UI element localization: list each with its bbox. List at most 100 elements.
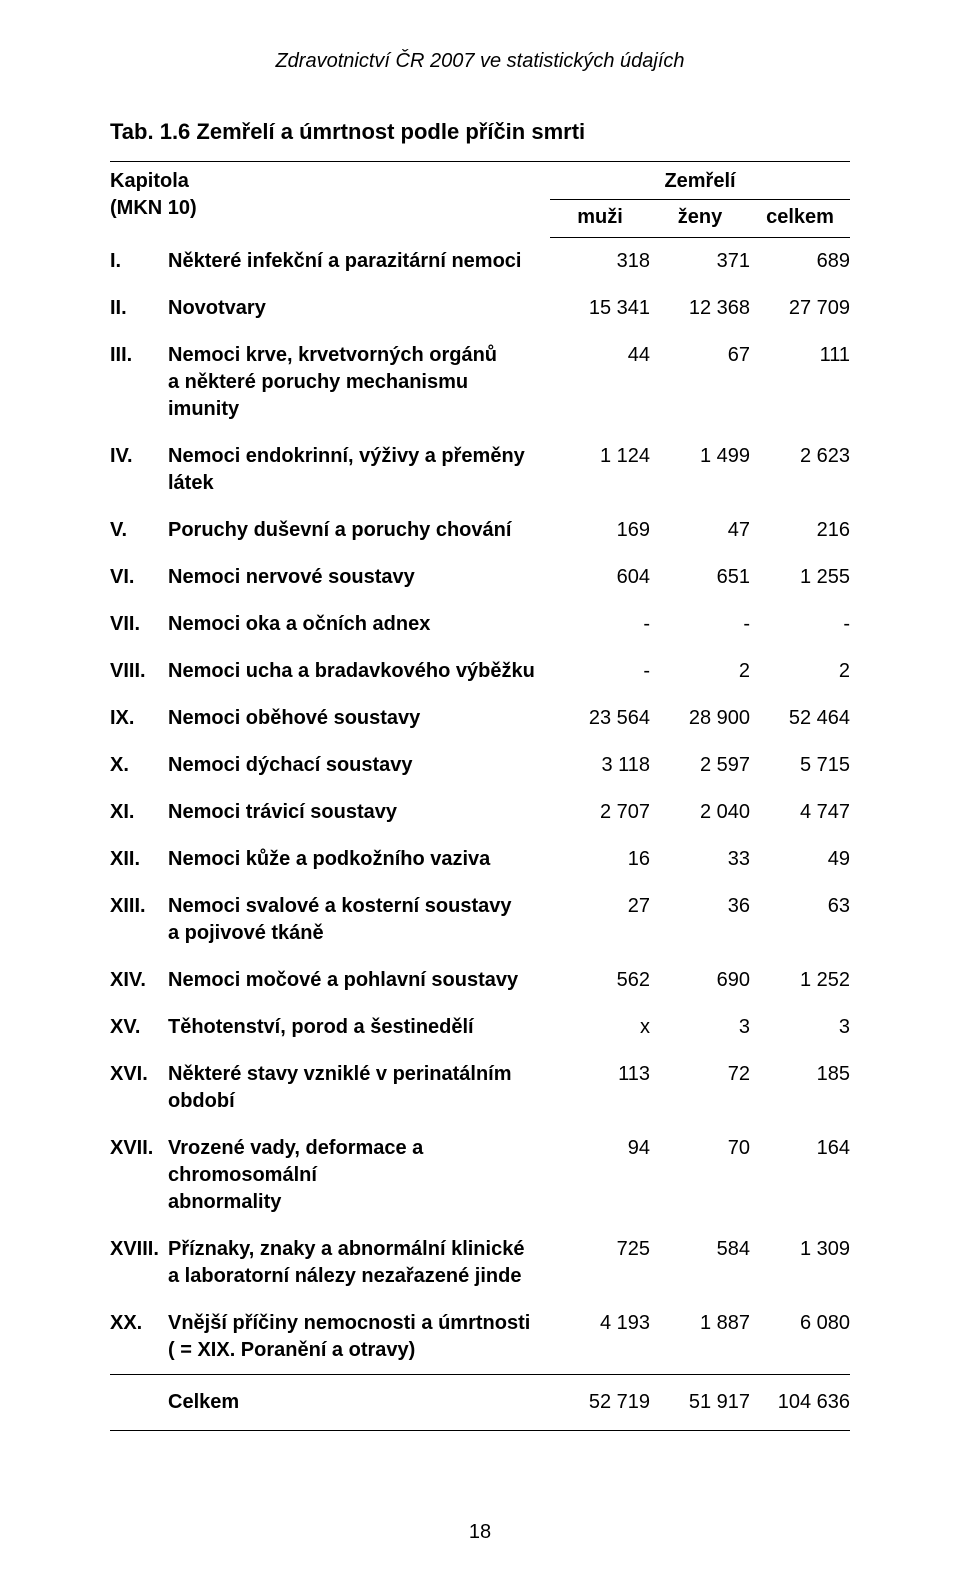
row-c: 1 309 — [750, 1226, 850, 1300]
row-z: 1 887 — [650, 1300, 750, 1375]
mortality-table: Kapitola (MKN 10) Zemřelí muži ženy celk… — [110, 161, 850, 1431]
row-m: - — [550, 601, 650, 648]
table-header-row-1: Kapitola (MKN 10) Zemřelí — [110, 162, 850, 200]
total-celkem: 104 636 — [750, 1375, 850, 1431]
row-name: Některé infekční a parazitární nemoci — [168, 238, 550, 286]
row-roman: XVI. — [110, 1051, 168, 1125]
row-m: 94 — [550, 1125, 650, 1226]
row-roman: VI. — [110, 554, 168, 601]
row-m: 4 193 — [550, 1300, 650, 1375]
row-z: 2 597 — [650, 742, 750, 789]
row-c: 27 709 — [750, 285, 850, 332]
row-z: 36 — [650, 883, 750, 957]
row-m: 16 — [550, 836, 650, 883]
row-z: 584 — [650, 1226, 750, 1300]
row-z: 1 499 — [650, 433, 750, 507]
total-muzi: 52 719 — [550, 1375, 650, 1431]
row-m: 3 118 — [550, 742, 650, 789]
table-row: VI.Nemoci nervové soustavy6046511 255 — [110, 554, 850, 601]
row-name: Nemoci krve, krvetvorných orgánů a někte… — [168, 332, 550, 433]
row-name: Některé stavy vzniklé v perinatálním obd… — [168, 1051, 550, 1125]
row-name: Nemoci ucha a bradavkového výběžku — [168, 648, 550, 695]
table-row: XII.Nemoci kůže a podkožního vaziva16334… — [110, 836, 850, 883]
row-m: 44 — [550, 332, 650, 433]
row-m: 169 — [550, 507, 650, 554]
row-m: 318 — [550, 238, 650, 286]
table-row: XVI.Některé stavy vzniklé v perinatálním… — [110, 1051, 850, 1125]
row-roman: IX. — [110, 695, 168, 742]
table-row: X.Nemoci dýchací soustavy3 1182 5975 715 — [110, 742, 850, 789]
row-roman: XVIII. — [110, 1226, 168, 1300]
row-c: 52 464 — [750, 695, 850, 742]
row-c: 3 — [750, 1004, 850, 1051]
row-name: Poruchy duševní a poruchy chování — [168, 507, 550, 554]
header-muzi: muži — [550, 200, 650, 238]
row-name: Nemoci svalové a kosterní soustavy a poj… — [168, 883, 550, 957]
row-z: 371 — [650, 238, 750, 286]
row-name: Nemoci nervové soustavy — [168, 554, 550, 601]
row-m: 562 — [550, 957, 650, 1004]
row-roman: XIV. — [110, 957, 168, 1004]
row-c: 164 — [750, 1125, 850, 1226]
row-c: 2 — [750, 648, 850, 695]
row-name: Nemoci dýchací soustavy — [168, 742, 550, 789]
table-row: VII.Nemoci oka a očních adnex--- — [110, 601, 850, 648]
table-row: IV.Nemoci endokrinní, výživy a přeměny l… — [110, 433, 850, 507]
row-c: 185 — [750, 1051, 850, 1125]
row-name: Nemoci oběhové soustavy — [168, 695, 550, 742]
table-row: XI.Nemoci trávicí soustavy2 7072 0404 74… — [110, 789, 850, 836]
row-m: 113 — [550, 1051, 650, 1125]
row-z: 2 040 — [650, 789, 750, 836]
row-z: 651 — [650, 554, 750, 601]
table-row: XV.Těhotenství, porod a šestinedělíx33 — [110, 1004, 850, 1051]
row-z: 3 — [650, 1004, 750, 1051]
row-m: x — [550, 1004, 650, 1051]
header-kapitola: Kapitola — [110, 162, 550, 195]
row-name: Vrozené vady, deformace a chromosomální … — [168, 1125, 550, 1226]
row-name: Nemoci oka a očních adnex — [168, 601, 550, 648]
row-roman: X. — [110, 742, 168, 789]
row-z: - — [650, 601, 750, 648]
row-z: 12 368 — [650, 285, 750, 332]
table-row: III.Nemoci krve, krvetvorných orgánů a n… — [110, 332, 850, 433]
row-c: 49 — [750, 836, 850, 883]
row-roman: IV. — [110, 433, 168, 507]
row-c: 6 080 — [750, 1300, 850, 1375]
table-row: XIII.Nemoci svalové a kosterní soustavy … — [110, 883, 850, 957]
row-name: Novotvary — [168, 285, 550, 332]
total-label: Celkem — [168, 1375, 550, 1431]
row-roman: III. — [110, 332, 168, 433]
row-roman: I. — [110, 238, 168, 286]
header-zeny: ženy — [650, 200, 750, 238]
header-celkem: celkem — [750, 200, 850, 238]
table-row: XX.Vnější příčiny nemocnosti a úmrtnosti… — [110, 1300, 850, 1375]
row-m: 27 — [550, 883, 650, 957]
row-name: Vnější příčiny nemocnosti a úmrtnosti ( … — [168, 1300, 550, 1375]
row-m: 15 341 — [550, 285, 650, 332]
row-z: 33 — [650, 836, 750, 883]
row-roman: XVII. — [110, 1125, 168, 1226]
row-z: 67 — [650, 332, 750, 433]
row-roman: II. — [110, 285, 168, 332]
page: Zdravotnictví ČR 2007 ve statistických ú… — [0, 0, 960, 1584]
row-z: 70 — [650, 1125, 750, 1226]
row-c: 689 — [750, 238, 850, 286]
row-m: 604 — [550, 554, 650, 601]
table-total-row: Celkem 52 719 51 917 104 636 — [110, 1375, 850, 1431]
row-c: 1 252 — [750, 957, 850, 1004]
row-roman: XI. — [110, 789, 168, 836]
row-z: 72 — [650, 1051, 750, 1125]
row-m: 1 124 — [550, 433, 650, 507]
table-row: V.Poruchy duševní a poruchy chování16947… — [110, 507, 850, 554]
row-c: 63 — [750, 883, 850, 957]
table-row: VIII.Nemoci ucha a bradavkového výběžku-… — [110, 648, 850, 695]
table-row: XVIII.Příznaky, znaky a abnormální klini… — [110, 1226, 850, 1300]
row-roman: XII. — [110, 836, 168, 883]
table-row: XIV.Nemoci močové a pohlavní soustavy562… — [110, 957, 850, 1004]
row-roman: VIII. — [110, 648, 168, 695]
page-number: 18 — [110, 1521, 850, 1544]
row-z: 47 — [650, 507, 750, 554]
row-c: 5 715 — [750, 742, 850, 789]
header-zemreli: Zemřelí — [550, 162, 850, 200]
row-name: Nemoci endokrinní, výživy a přeměny láte… — [168, 433, 550, 507]
